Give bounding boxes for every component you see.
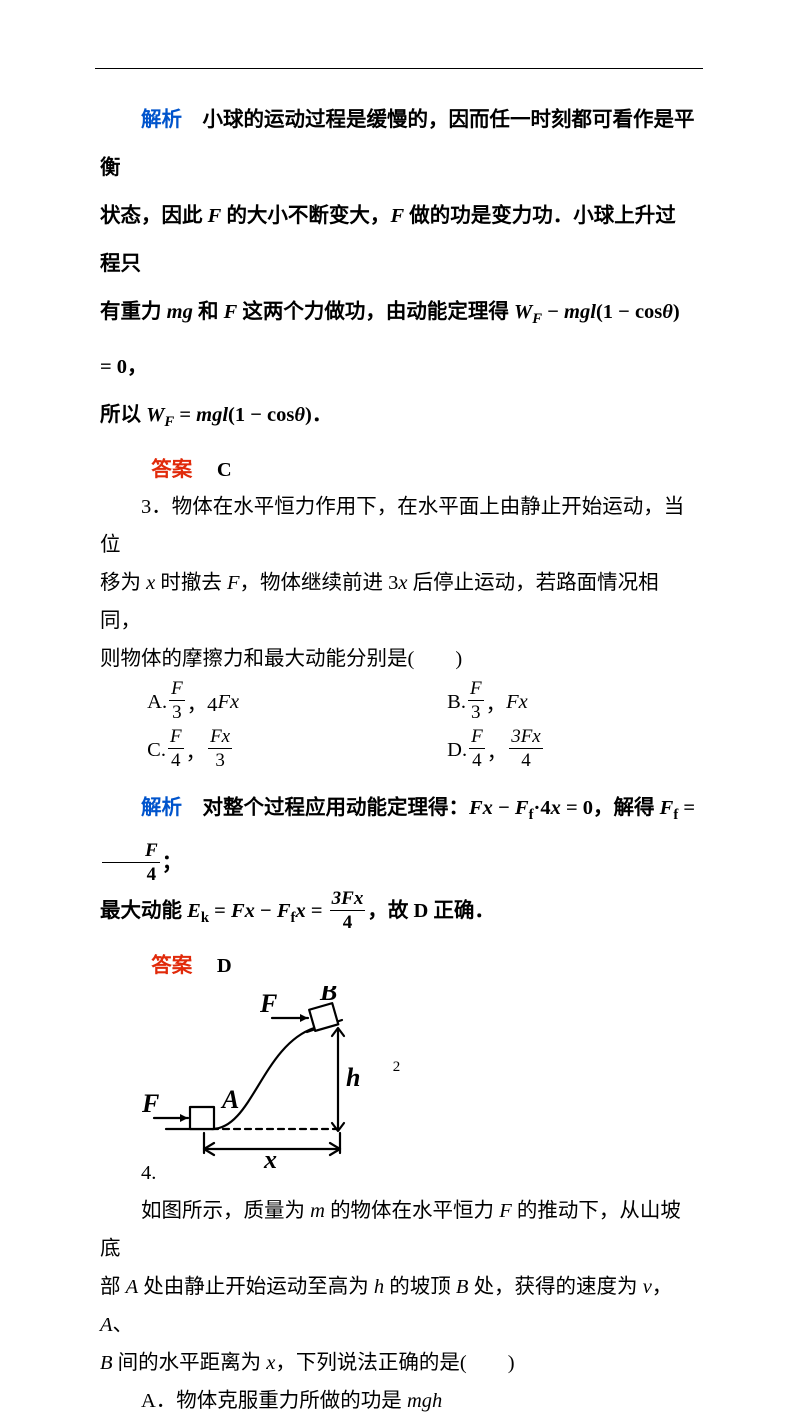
explanation-2-line2: 最大动能 Ek = Fx − Ffx = 3Fx4，故 D 正确．: [100, 887, 696, 942]
question-3-line3: 则物体的摩擦力和最大动能分别是( ): [100, 640, 696, 678]
options-right-col: B. F3 ，Fx D. F4 ， 3Fx4: [447, 682, 696, 778]
explanation-label: 解析: [141, 797, 182, 819]
explanation-label: 解析: [141, 109, 182, 131]
option-b: B. F3 ，Fx: [447, 682, 696, 722]
option-d: D. F4 ， 3Fx4: [447, 730, 696, 770]
fraction: F4: [102, 841, 160, 884]
diagram-svg: A B F F h x: [142, 986, 382, 1171]
fraction: Fx3: [208, 727, 232, 770]
explanation-1: 解析 小球的运动过程是缓慢的，因而任一时刻都可看作是平衡: [100, 96, 696, 192]
page-number: 2: [0, 1059, 793, 1076]
figure-q4: A B F F h x: [142, 986, 696, 1176]
question-3-options: A. F3 ，4Fx C. F4 ， Fx3 B. F3 ，Fx: [100, 682, 696, 778]
fraction: F3: [468, 679, 484, 722]
fraction: 3Fx4: [330, 889, 366, 932]
answer-label: 答案: [151, 459, 192, 481]
question-4-option-a: A．物体克服重力所做的功是 mgh: [100, 1382, 696, 1420]
answer-label: 答案: [151, 955, 192, 977]
fraction: F4: [469, 727, 485, 770]
fraction: F4: [168, 727, 184, 770]
page: 解析 小球的运动过程是缓慢的，因而任一时刻都可看作是平衡 状态，因此 F 的大小…: [0, 0, 793, 1122]
content: 解析 小球的运动过程是缓慢的，因而任一时刻都可看作是平衡 状态，因此 F 的大小…: [100, 96, 696, 1420]
question-4-line2: 部 A 处由静止开始运动至高为 h 的坡顶 B 处，获得的速度为 v，A、: [100, 1268, 696, 1344]
answer-2: 答案D: [100, 948, 696, 978]
question-3-line2: 移为 x 时撤去 F，物体继续前进 3x 后停止运动，若路面情况相同，: [100, 564, 696, 640]
explanation-1-line3: 有重力 mg 和 F 这两个力做功，由动能定理得 WF − mgl(1 − co…: [100, 288, 696, 391]
question-3-line1: 3．物体在水平恒力作用下，在水平面上由静止开始运动，当位: [100, 488, 696, 564]
explanation-1-line4: 所以 WF = mgl(1 − cosθ)．: [100, 391, 696, 446]
header-rule: [95, 68, 703, 69]
fraction: 3Fx4: [509, 727, 543, 770]
explanation-1-line2: 状态，因此 F 的大小不断变大，F 做的功是变力功．小球上升过程只: [100, 192, 696, 288]
svg-text:F: F: [142, 1089, 159, 1118]
svg-text:F: F: [259, 989, 277, 1018]
option-a: A. F3 ，4Fx: [147, 682, 447, 722]
explanation-2-line1: 解析 对整个过程应用动能定理得：Fx − Ff·4x = 0，解得 Ff = F…: [100, 784, 696, 887]
question-4-line3: B 间的水平距离为 x，下列说法正确的是( ): [100, 1344, 696, 1382]
svg-text:B: B: [319, 986, 337, 1006]
svg-text:A: A: [220, 1085, 239, 1114]
options-left-col: A. F3 ，4Fx C. F4 ， Fx3: [100, 682, 447, 778]
option-c: C. F4 ， Fx3: [147, 730, 447, 770]
answer-1: 答案C: [100, 452, 696, 482]
question-4-line1: 如图所示，质量为 m 的物体在水平恒力 F 的推动下，从山坡底: [100, 1192, 696, 1268]
svg-text:x: x: [263, 1145, 277, 1171]
fraction: F3: [169, 679, 185, 722]
